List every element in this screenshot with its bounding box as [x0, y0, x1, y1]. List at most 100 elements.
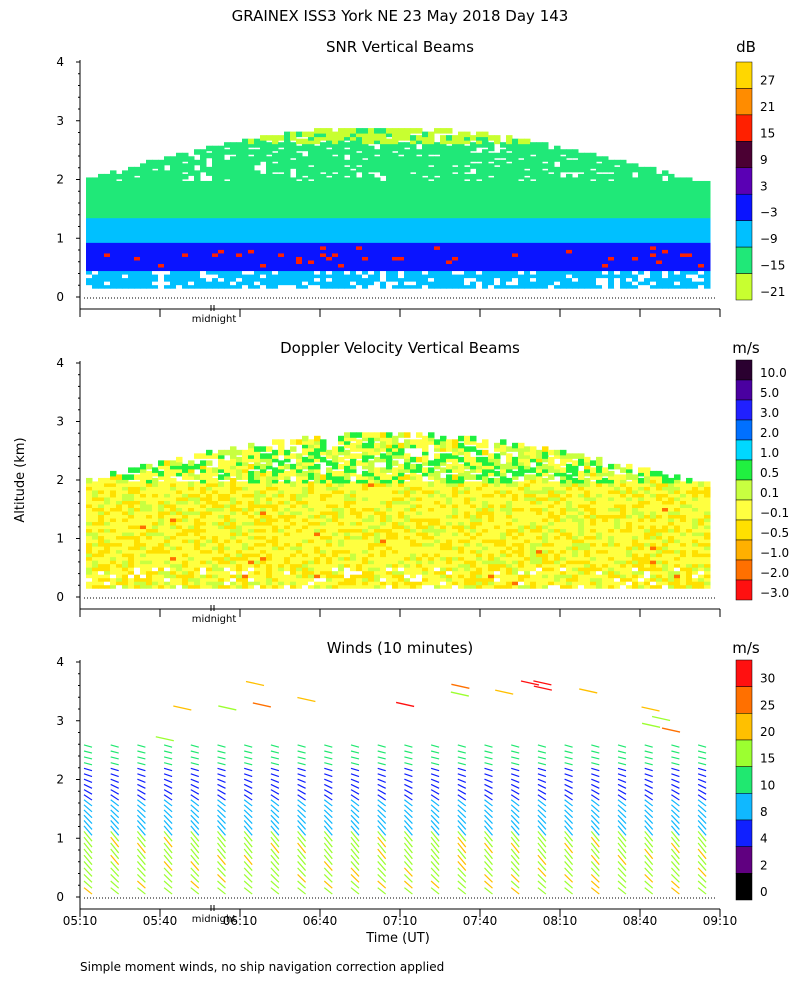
snr-cell: [194, 180, 201, 187]
snr-cell: [284, 279, 291, 286]
velocity-cell: [194, 513, 201, 519]
snr-cell: [152, 159, 159, 166]
snr-cell: [332, 251, 339, 257]
velocity-cell: [110, 520, 117, 526]
velocity-cell: [134, 541, 141, 547]
velocity-cell: [206, 583, 213, 589]
velocity-cell: [182, 520, 189, 526]
snr-cell: [542, 195, 549, 201]
snr-cell: [536, 142, 543, 148]
snr-cell: [266, 142, 273, 148]
snr-cell: [350, 184, 357, 190]
velocity-cell: [164, 484, 171, 491]
snr-cell: [290, 269, 297, 275]
velocity-cell: [86, 520, 93, 526]
snr-cell: [578, 188, 585, 194]
snr-cell: [398, 128, 405, 134]
snr-cell: [296, 138, 303, 145]
snr-cell: [650, 212, 657, 219]
snr-cell: [578, 212, 585, 219]
velocity-cell: [158, 555, 165, 561]
snr-cell: [86, 223, 93, 229]
snr-cell: [638, 219, 645, 226]
snr-cell: [638, 262, 645, 268]
velocity-cell: [194, 558, 201, 565]
snr-cell: [566, 219, 573, 226]
velocity-cell: [218, 495, 225, 501]
snr-cell: [596, 177, 603, 183]
snr-cell: [458, 145, 465, 152]
snr-cell: [146, 163, 153, 169]
snr-cell: [368, 163, 375, 169]
snr-cell: [302, 205, 309, 212]
snr-cell: [386, 251, 393, 257]
velocity-cell: [104, 541, 111, 547]
velocity-cell: [152, 516, 159, 523]
velocity-cell: [110, 506, 117, 512]
snr-cell: [296, 219, 303, 226]
snr-cell: [620, 202, 627, 208]
velocity-cell: [230, 453, 237, 459]
snr-cell: [206, 166, 213, 173]
snr-cell: [608, 202, 615, 208]
snr-cell: [662, 283, 669, 289]
colorbar-swatch: [735, 88, 753, 116]
snr-cell: [368, 233, 375, 240]
snr-cell: [236, 149, 243, 155]
snr-cell: [506, 233, 513, 240]
snr-cell: [482, 279, 489, 286]
velocity-cell: [164, 467, 171, 473]
snr-cell: [200, 237, 207, 243]
snr-cell: [248, 195, 255, 201]
snr-cell: [206, 276, 213, 282]
snr-cell: [416, 251, 423, 257]
snr-cell: [620, 170, 627, 176]
velocity-cell: [98, 579, 105, 586]
snr-cell: [248, 180, 255, 187]
snr-cell: [140, 216, 147, 222]
snr-cell: [266, 226, 273, 233]
velocity-cell: [134, 565, 141, 572]
snr-cell: [698, 251, 705, 257]
snr-cell: [596, 191, 603, 198]
snr-cell: [218, 209, 225, 215]
snr-cell: [404, 233, 411, 240]
snr-cell: [140, 202, 147, 208]
snr-cell: [596, 258, 603, 265]
snr-cell: [686, 226, 693, 233]
velocity-cell: [212, 583, 219, 589]
snr-cell: [290, 198, 297, 205]
snr-cell: [566, 269, 573, 275]
velocity-cell: [194, 555, 201, 561]
snr-cell: [452, 265, 459, 272]
snr-cell: [386, 152, 393, 159]
snr-cell: [86, 269, 93, 275]
velocity-cell: [194, 516, 201, 523]
snr-cell: [332, 191, 339, 198]
snr-cell: [638, 272, 645, 279]
snr-cell: [170, 226, 177, 233]
x-axis-label: Time (UT): [365, 931, 430, 946]
snr-cell: [206, 152, 213, 159]
snr-cell: [542, 191, 549, 198]
velocity-cell: [170, 530, 177, 537]
snr-cell: [368, 180, 375, 187]
velocity-cell: [98, 509, 105, 516]
velocity-cell: [224, 555, 231, 561]
snr-cell: [146, 254, 153, 261]
velocity-cell: [92, 520, 99, 526]
velocity-cell: [218, 460, 225, 466]
velocity-cell: [92, 569, 99, 575]
snr-cell: [374, 135, 381, 141]
snr-cell: [260, 262, 267, 268]
velocity-cell: [98, 491, 105, 498]
snr-cell: [308, 135, 315, 141]
velocity-cell: [134, 537, 141, 544]
snr-cell: [230, 198, 237, 205]
velocity-cell: [146, 509, 153, 516]
snr-cell: [422, 191, 429, 198]
snr-cell: [506, 209, 513, 215]
snr-cell: [518, 188, 525, 194]
snr-cell: [446, 188, 453, 194]
snr-cell: [344, 184, 351, 190]
